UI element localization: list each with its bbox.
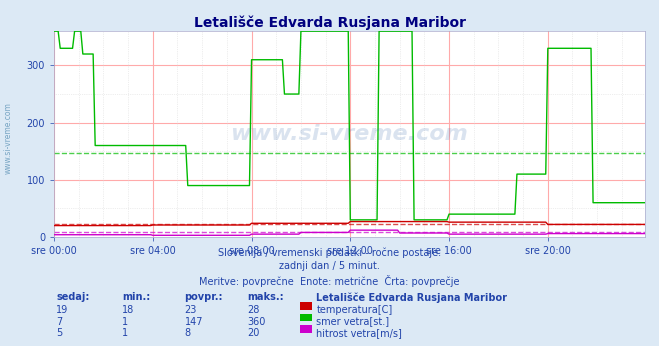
Text: sedaj:: sedaj: (56, 292, 90, 302)
Text: 5: 5 (56, 328, 62, 338)
Text: min.:: min.: (122, 292, 150, 302)
Text: 1: 1 (122, 317, 128, 327)
Text: 8: 8 (185, 328, 190, 338)
Text: Letališče Edvarda Rusjana Maribor: Letališče Edvarda Rusjana Maribor (194, 16, 465, 30)
Text: 20: 20 (247, 328, 260, 338)
Text: hitrost vetra[m/s]: hitrost vetra[m/s] (316, 328, 402, 338)
Text: Meritve: povprečne  Enote: metrične  Črta: povprečje: Meritve: povprečne Enote: metrične Črta:… (199, 275, 460, 287)
Text: smer vetra[st.]: smer vetra[st.] (316, 317, 389, 327)
Text: Slovenija / vremenski podatki - ročne postaje.: Slovenija / vremenski podatki - ročne po… (218, 247, 441, 258)
Text: 28: 28 (247, 305, 260, 315)
Text: www.si-vreme.com: www.si-vreme.com (231, 124, 468, 144)
Text: zadnji dan / 5 minut.: zadnji dan / 5 minut. (279, 261, 380, 271)
Text: 360: 360 (247, 317, 266, 327)
Text: 18: 18 (122, 305, 134, 315)
Text: 1: 1 (122, 328, 128, 338)
Text: povpr.:: povpr.: (185, 292, 223, 302)
Text: 23: 23 (185, 305, 197, 315)
Text: temperatura[C]: temperatura[C] (316, 305, 393, 315)
Text: 7: 7 (56, 317, 62, 327)
Text: maks.:: maks.: (247, 292, 284, 302)
Text: 147: 147 (185, 317, 203, 327)
Text: www.si-vreme.com: www.si-vreme.com (3, 102, 13, 174)
Text: Letališče Edvarda Rusjana Maribor: Letališče Edvarda Rusjana Maribor (316, 292, 507, 303)
Text: 19: 19 (56, 305, 69, 315)
